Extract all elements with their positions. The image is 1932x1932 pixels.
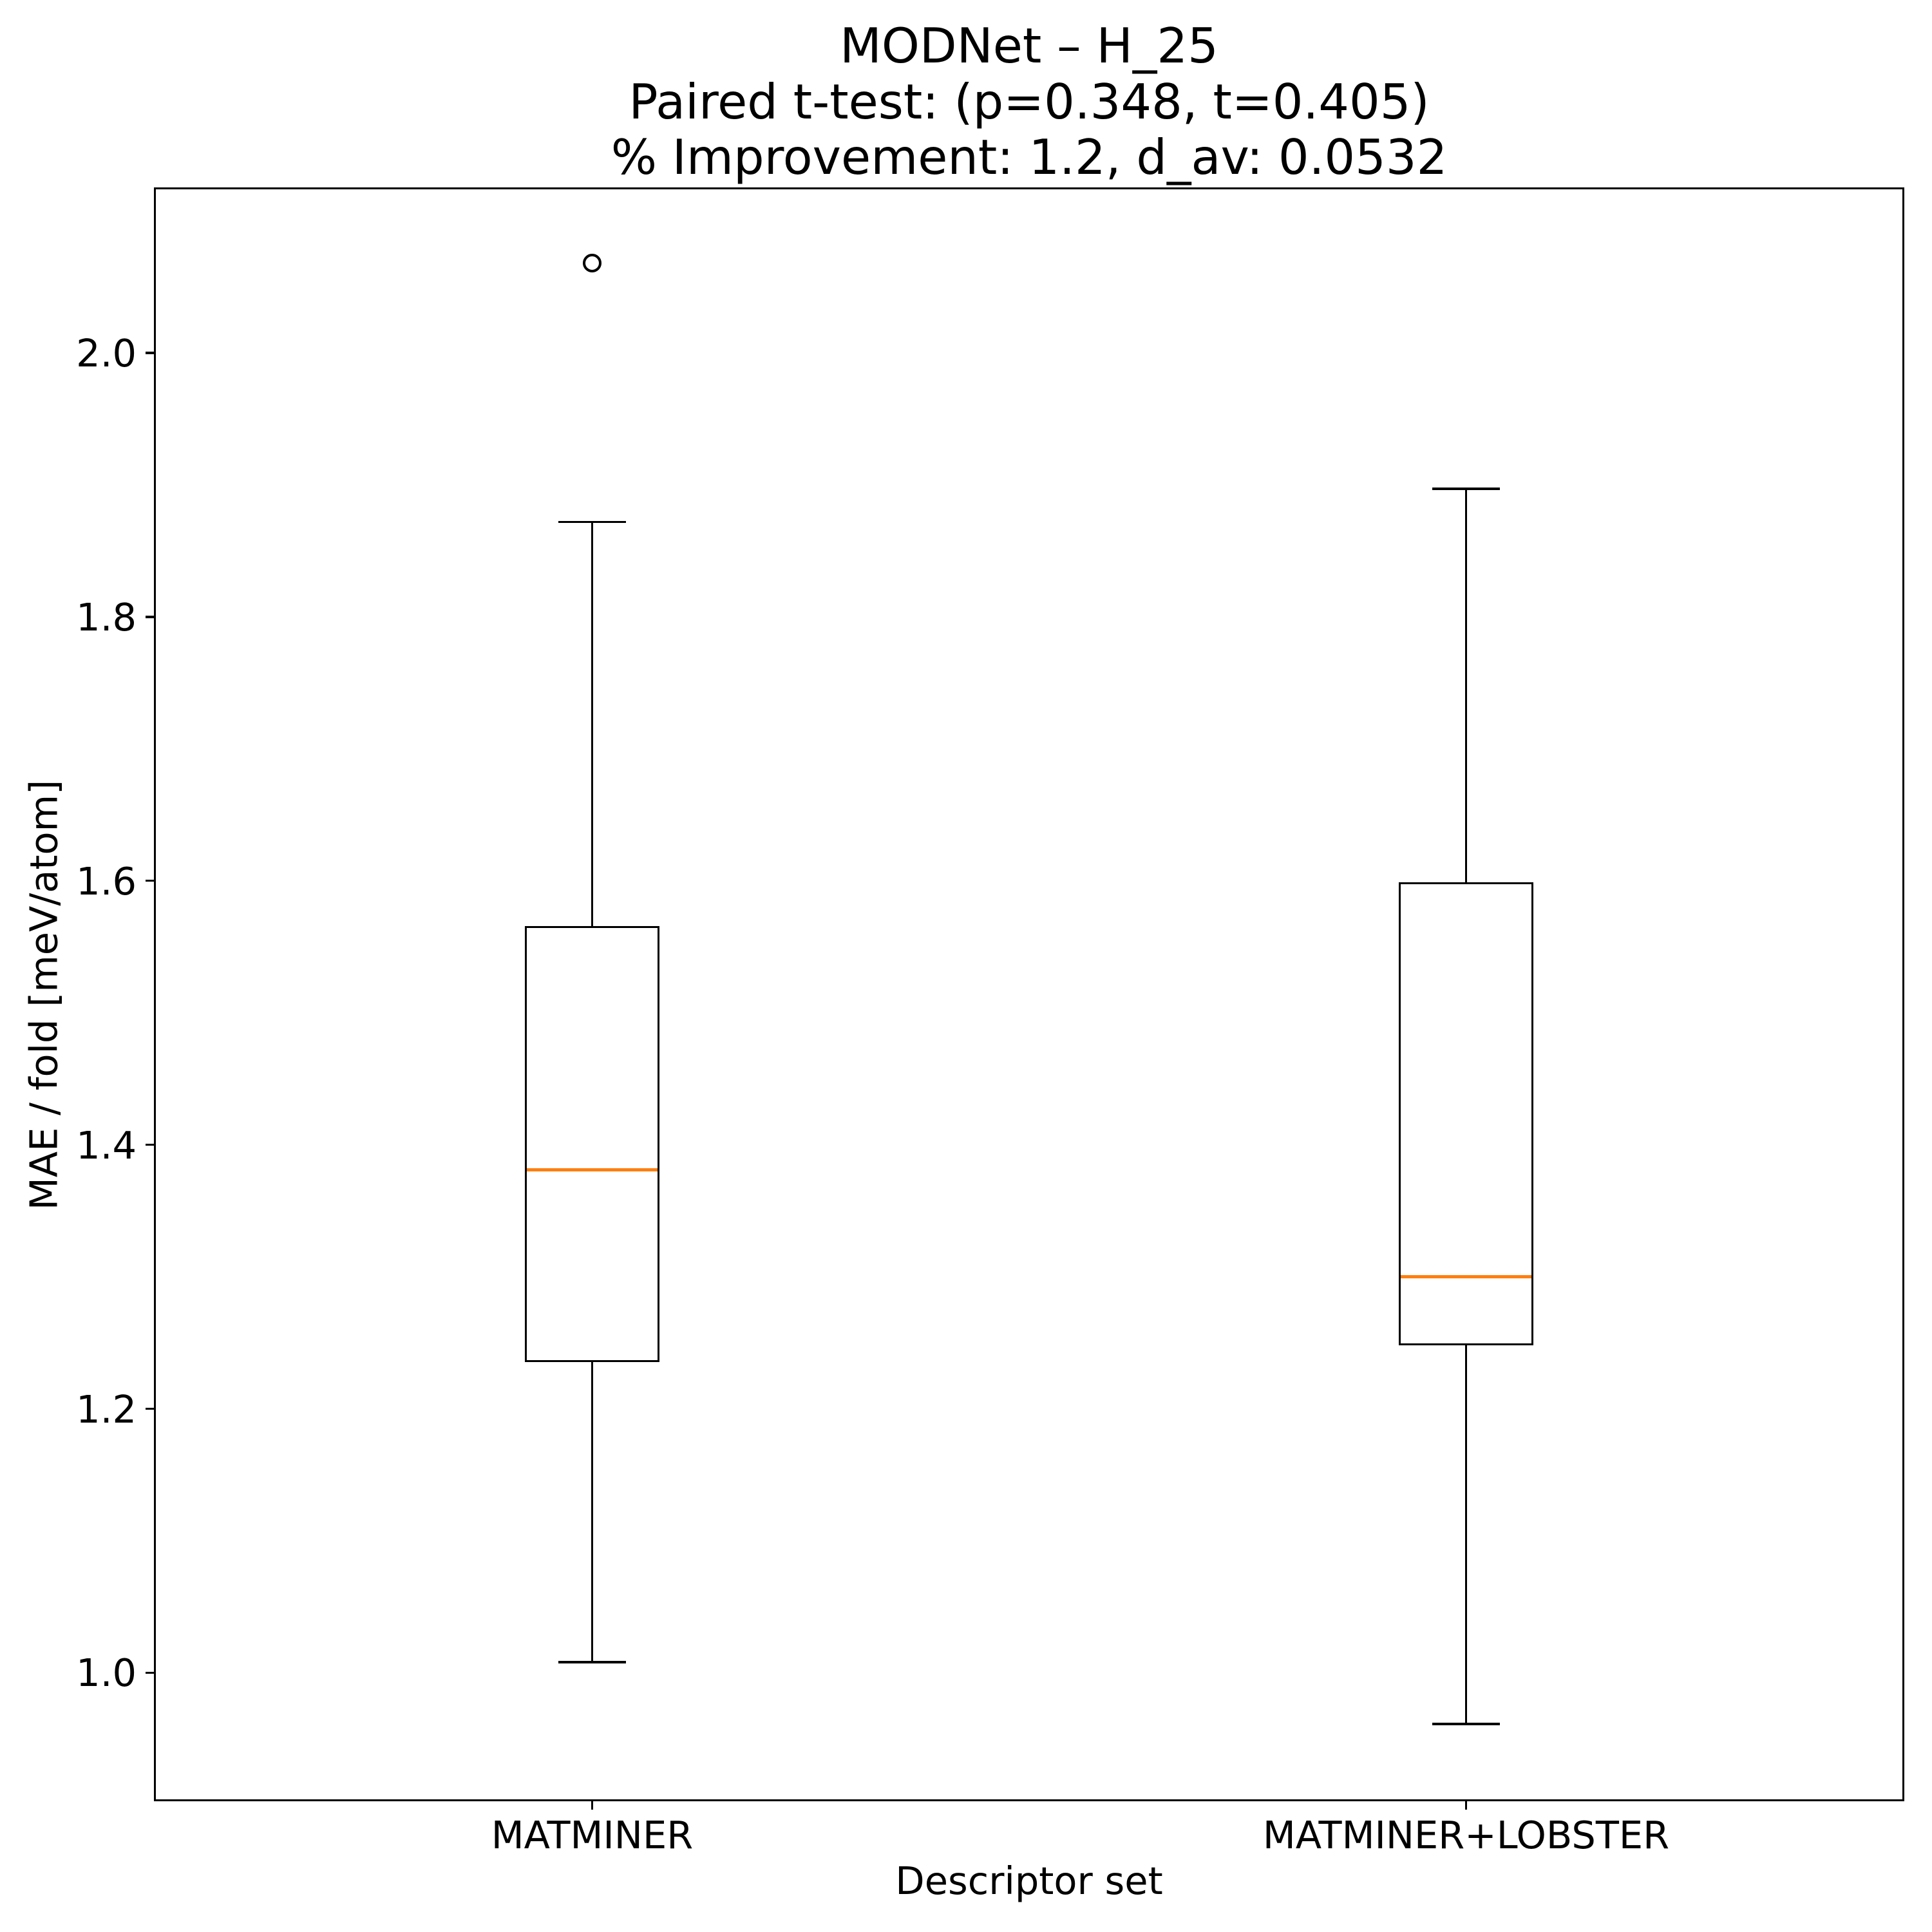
- whisker-upper: [591, 522, 594, 927]
- chart-title-line-2: Paired t-test: (p=0.348, t=0.405): [629, 73, 1430, 130]
- y-tick-label: 2.0: [76, 331, 137, 376]
- box-iqr: [525, 925, 659, 1363]
- y-tick-label: 1.4: [76, 1122, 137, 1168]
- y-tick-mark: [146, 616, 155, 618]
- whisker-lower: [1464, 1344, 1468, 1725]
- whisker-lower: [591, 1361, 594, 1662]
- plot-area: [154, 187, 1904, 1801]
- median-line: [1401, 1275, 1531, 1278]
- x-tick-mark: [1464, 1800, 1468, 1810]
- whisker-cap-lower: [1432, 1723, 1500, 1725]
- chart-title-line-1: MODNet – H_25: [840, 17, 1218, 74]
- whisker-cap-upper: [558, 520, 626, 524]
- y-tick-mark: [146, 1671, 155, 1674]
- y-tick-mark: [146, 880, 155, 882]
- chart-title-line-3: % Improvement: 1.2, d_av: 0.0532: [611, 129, 1448, 186]
- x-tick-label: MATMINER: [491, 1812, 694, 1857]
- x-tick-label: MATMINER+LOBSTER: [1262, 1812, 1670, 1857]
- y-axis-label: MAE / fold [meV/atom]: [21, 779, 66, 1211]
- y-tick-mark: [146, 1143, 155, 1146]
- y-tick-mark: [146, 1407, 155, 1410]
- outlier-marker: [583, 254, 601, 273]
- y-tick-mark: [146, 352, 155, 354]
- whisker-cap-upper: [1432, 488, 1500, 490]
- whisker-upper: [1464, 489, 1468, 884]
- y-tick-label: 1.6: [76, 858, 137, 904]
- y-tick-label: 1.8: [76, 595, 137, 640]
- x-tick-mark: [591, 1800, 594, 1810]
- whisker-cap-lower: [558, 1661, 626, 1663]
- y-tick-label: 1.2: [76, 1387, 137, 1432]
- y-tick-label: 1.0: [76, 1651, 137, 1696]
- median-line: [527, 1168, 658, 1171]
- x-axis-label: Descriptor set: [895, 1859, 1163, 1904]
